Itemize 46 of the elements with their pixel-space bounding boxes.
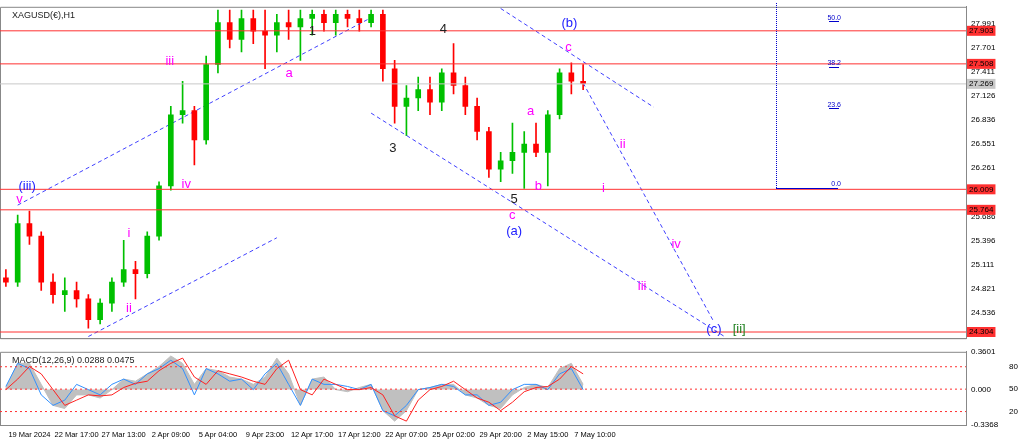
annotation: c	[508, 206, 516, 222]
annotation: (c)	[706, 320, 722, 336]
y-tick-label: 24.536	[971, 307, 997, 317]
candlestick	[262, 9, 268, 70]
annotation: a	[285, 64, 293, 80]
annotation: ii	[126, 299, 132, 315]
y-tick-label: 27.411	[971, 67, 996, 77]
y-tick-label: 27.701	[971, 42, 997, 52]
y-tick-label: 26.836	[971, 115, 997, 125]
y-tick-label: 27.991	[971, 18, 997, 28]
annotation: [ii]	[732, 320, 746, 336]
ref-line-label: 27.903	[969, 26, 995, 36]
candlestick	[521, 131, 528, 189]
y-tick-label: 0.000	[971, 384, 992, 394]
y-tick-label: -0.3368	[971, 420, 999, 430]
ref-line-label: 26.009	[969, 184, 995, 194]
annotation: b	[534, 177, 542, 193]
annotation: (iii)	[18, 177, 36, 193]
annotation: ii	[619, 135, 626, 151]
ref-line-label: 24.304	[969, 327, 995, 337]
annotation: iii	[637, 277, 647, 293]
y-tick-label: 25.111	[971, 259, 995, 269]
candlestick	[61, 277, 68, 312]
y-tick-label: 0.3601	[971, 347, 997, 356]
y-tick-label: 26.551	[971, 139, 997, 149]
y2-tick-label: 20	[1009, 406, 1019, 416]
annotation: iv	[671, 235, 681, 251]
y-tick-label: 24.821	[971, 283, 997, 293]
ref-line-label: 27.269	[969, 79, 995, 89]
annotation: i	[601, 179, 605, 195]
annotation: iv	[181, 175, 191, 191]
annotation: i	[127, 224, 131, 240]
chart-title: XAGUSD(€),H1	[12, 9, 76, 20]
y-tick-label: 27.126	[971, 91, 997, 101]
ref-line-label: 27.508	[969, 59, 995, 69]
annotation: c	[565, 38, 572, 54]
annotation: (a)	[506, 222, 523, 238]
y-tick-label: 26.261	[971, 163, 997, 173]
annotation: (b)	[561, 14, 578, 30]
annotation: 5	[510, 190, 518, 206]
annotation: a	[526, 102, 535, 118]
y-tick-label: 25.396	[971, 235, 997, 245]
annotation: 3	[389, 139, 397, 155]
y2-tick-label: 50	[1009, 384, 1019, 394]
annotation: iii	[165, 52, 175, 68]
y2-tick-label: 80	[1009, 361, 1019, 371]
